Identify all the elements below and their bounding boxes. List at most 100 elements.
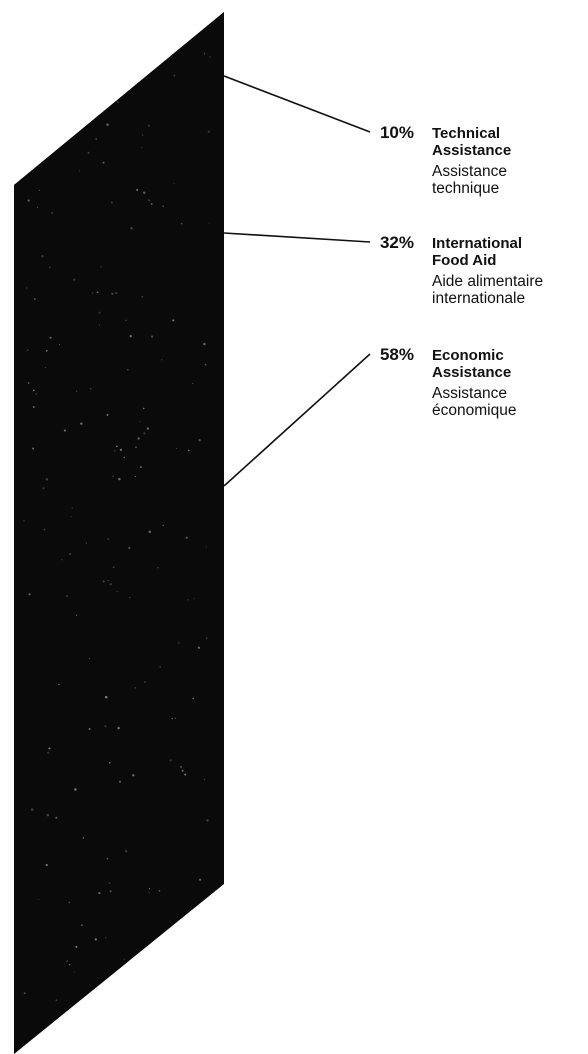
speckle-dot (43, 528, 46, 531)
speckle-dot (48, 266, 51, 269)
speckle-dot (75, 614, 78, 616)
speckle-dot (203, 778, 206, 780)
speckle-dot (136, 188, 139, 191)
speckle-dot (130, 227, 133, 230)
speckle-dot (80, 422, 83, 425)
speckle-dot (148, 199, 151, 202)
english-label-international-food-aid-line-1: International (432, 235, 522, 252)
speckle-dot (54, 53, 57, 57)
speckle-dot (90, 388, 92, 390)
speckle-dot (180, 222, 183, 225)
speckle-dot (206, 819, 209, 822)
english-label-international-food-aid-line-2: Food Aid (432, 252, 496, 269)
speckle-dot (192, 382, 194, 385)
speckle-dot (66, 595, 69, 598)
speckle-dot (73, 278, 76, 281)
speckle-dot (141, 295, 144, 298)
speckle-dot (85, 542, 87, 544)
speckle-dot (112, 475, 114, 477)
speckle-dot (68, 901, 71, 904)
french-label-economic-assistance-line-2: économique (432, 402, 516, 419)
speckle-dot (74, 788, 77, 791)
speckle-dot (112, 566, 115, 569)
leader-lines (223, 75, 371, 487)
speckle-dot (177, 641, 180, 644)
speckle-dot (106, 123, 109, 126)
speckle-dot (123, 456, 125, 459)
speckle-dot (117, 101, 119, 103)
speckle-dot (148, 530, 152, 534)
speckle-dot (174, 717, 176, 719)
speckle-dot (79, 1012, 81, 1014)
speckle-dot (104, 725, 107, 728)
speckle-dot (205, 637, 208, 639)
bar-speckle-texture (23, 53, 211, 1014)
speckle-dot (42, 487, 45, 490)
speckle-dot (51, 212, 53, 214)
speckle-dot (158, 890, 161, 892)
speckle-dot (111, 201, 113, 204)
speckle-dot (109, 981, 113, 984)
speckle-dot (23, 519, 25, 522)
speckle-dot (89, 657, 91, 660)
speckle-dot (169, 759, 172, 762)
french-label-technical-assistance-line-1: Assistance (432, 163, 507, 180)
speckle-dot (49, 336, 52, 339)
speckle-dot (208, 222, 210, 224)
speckle-dot (129, 335, 132, 338)
bar-segment-international-food-aid (14, 98, 224, 550)
speckle-dot (146, 427, 149, 430)
speckle-dot (96, 291, 99, 293)
speckle-dot (142, 191, 146, 195)
english-label-economic-assistance-line-1: Economic (432, 347, 504, 364)
speckle-dot (44, 367, 46, 369)
speckle-dot (180, 997, 183, 1001)
speckle-dot (75, 945, 78, 948)
speckle-dot (55, 999, 58, 1002)
speckle-dot (162, 524, 164, 527)
speckle-dot (171, 718, 173, 720)
speckle-dot (116, 445, 118, 448)
percent-label-technical-assistance: 10% (380, 123, 414, 142)
speckle-dot (106, 857, 109, 860)
speckle-dot (125, 319, 127, 322)
speckle-dot (143, 407, 145, 410)
speckle-dot (209, 56, 211, 58)
speckle-dot (27, 199, 30, 202)
speckle-dot (32, 447, 35, 450)
speckle-dot (45, 478, 49, 481)
speckle-dot (119, 780, 121, 783)
speckle-dot (47, 751, 50, 754)
speckle-dot (150, 335, 154, 338)
french-label-technical-assistance-line-2: technique (432, 180, 499, 197)
speckle-dot (187, 599, 189, 601)
leader-line-economic-assistance (223, 353, 371, 487)
speckle-dot (104, 937, 107, 939)
speckle-dot (66, 960, 68, 962)
speckle-dot (61, 558, 63, 561)
speckle-dot (199, 878, 202, 881)
speckle-dot (148, 887, 151, 890)
speckle-dot (150, 54, 152, 56)
speckle-dot (32, 389, 35, 392)
speckle-dot (114, 450, 116, 452)
speckle-dot (203, 53, 206, 55)
speckle-dot (88, 728, 91, 730)
speckle-dot (109, 762, 111, 764)
speckle-dot (69, 964, 71, 966)
speckle-dot (162, 205, 164, 207)
speckle-dot (140, 466, 142, 468)
speckle-dot (79, 170, 81, 172)
speckle-dot (187, 449, 190, 452)
speckle-dot (157, 567, 159, 569)
speckle-dot (117, 726, 120, 730)
french-label-international-food-aid-line-1: Aide alimentaire (432, 273, 543, 290)
speckle-dot (137, 437, 140, 440)
speckle-dot (184, 773, 187, 776)
speckle-dot (30, 808, 34, 811)
speckle-dot (162, 947, 164, 949)
speckle-dot (181, 769, 184, 772)
speckle-dot (94, 938, 97, 941)
speckle-dot (172, 319, 175, 322)
